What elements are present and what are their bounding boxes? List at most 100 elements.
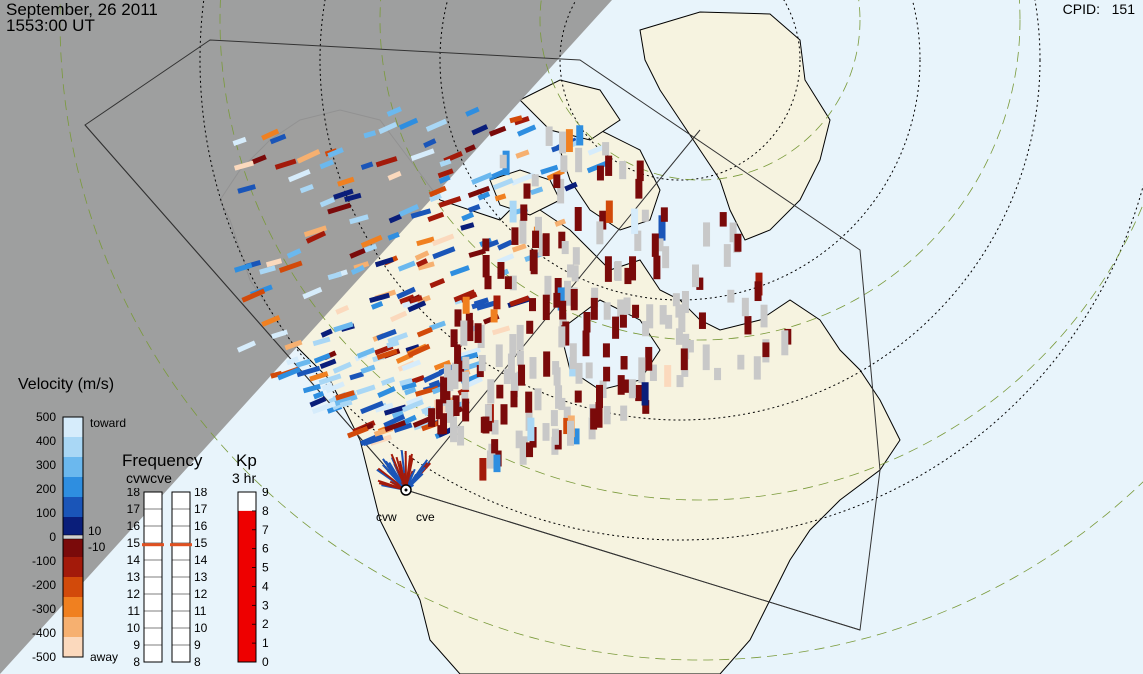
scatter-cell [729,222,737,243]
scatter-cell [523,183,531,199]
scatter-cell [497,239,513,251]
scatter-cells [232,106,792,491]
scatter-cell [337,176,355,187]
scatter-cell [542,294,550,321]
velocity-color-segment [63,557,83,578]
scatter-cell [319,358,337,370]
scatter-cell [433,359,452,371]
date-label: September, 26 2011 [6,0,158,19]
kp-tick-label: 6 [262,542,269,556]
scatter-cell [376,348,398,361]
scatter-cell [398,204,420,217]
scatter-cell [471,124,489,136]
scatter-cell [590,297,598,320]
velocity-tick-label: 300 [35,458,56,472]
scatter-cell [599,380,607,399]
scatter-cell [531,174,539,187]
scatter-cell [662,246,670,269]
scatter-cell [299,183,314,194]
scatter-cell [491,325,511,336]
scatter-cell [653,255,661,280]
scatter-cell [542,233,550,257]
velocity-tick-label: -300 [31,602,56,616]
kp-tick-label: 9 [262,488,269,499]
scatter-cell [287,168,311,183]
scatter-cell [296,365,321,378]
frequency-tick-left: 10 [127,621,141,635]
scatter-cell [412,415,433,428]
scatter-cell [471,172,493,185]
scatter-cell [462,371,470,390]
scatter-cell [599,210,607,230]
scatter-cell [534,388,542,411]
scatter-cell [422,370,443,383]
kp-tick-label: 2 [262,617,269,631]
frequency-tick-left: 15 [127,536,141,550]
scatter-cell [333,321,354,333]
scatter-cell [672,293,680,307]
scatter-cell [576,125,584,146]
scatter-cell [427,211,445,223]
scatter-cell [631,208,639,234]
scatter-cell [383,414,406,428]
scatter-cell [370,301,384,310]
velocity-color-segment [63,497,83,518]
frequency-tick-left: 8 [133,655,140,668]
scatter-cell [641,209,649,222]
scatter-cell [327,147,344,159]
velocity-zero-band [62,534,84,540]
frequency-tick-right: 16 [194,519,208,533]
scatter-cell [360,364,376,374]
scatter-cell [723,244,731,267]
scatter-cell [411,374,425,384]
velocity-color-segment [63,517,83,538]
scatter-cell [416,236,435,247]
frequency-tick-right: 13 [194,570,208,584]
scatter-cell [557,287,565,311]
scatter-cell [410,148,435,162]
scatter-cell [516,350,524,366]
scatter-cell [440,376,448,402]
kp-tick-label: 4 [262,579,269,593]
scatter-cell [569,343,577,370]
scatter-cell [332,361,352,374]
scatter-cell [410,295,423,304]
frequency-tick-right: 10 [194,621,208,635]
scatter-cell [628,379,636,399]
scatter-cell [493,454,501,473]
scatter-cell [429,278,446,289]
scatter-cell [325,381,345,394]
scatter-cell [443,364,451,378]
greenland [639,11,831,241]
scatter-cell [234,262,253,273]
geo-grid [59,0,1143,661]
scatter-cell [582,330,590,357]
scatter-cell [449,265,470,277]
scatter-cell [484,404,492,421]
scatter-cell [404,386,417,396]
scatter-cell [440,413,448,434]
velocity-color-segment [63,477,83,498]
scatter-cell [468,204,481,213]
scatter-cell [542,423,550,441]
scatter-cell [460,320,468,346]
scatter-cell [519,442,527,465]
scatter-cell [558,326,566,348]
scatter-cell [634,230,642,251]
scatter-cell [451,363,459,390]
radar-label-cvw: cvw [376,510,397,524]
scatter-cell [407,343,431,358]
scatter-cell [437,168,454,179]
scatter-cell [629,256,637,281]
scatter-cell [675,304,683,318]
scatter-cell [623,297,631,315]
scatter-cell [237,184,256,194]
frequency-tick-right: 8 [194,655,201,668]
scatter-cell [509,275,517,291]
scatter-cell [428,379,441,389]
kp-bar-fill [238,510,256,662]
scatter-cell [261,128,280,141]
scatter-cell [401,381,417,391]
scatter-cell [494,193,507,202]
scatter-cell [399,377,413,387]
